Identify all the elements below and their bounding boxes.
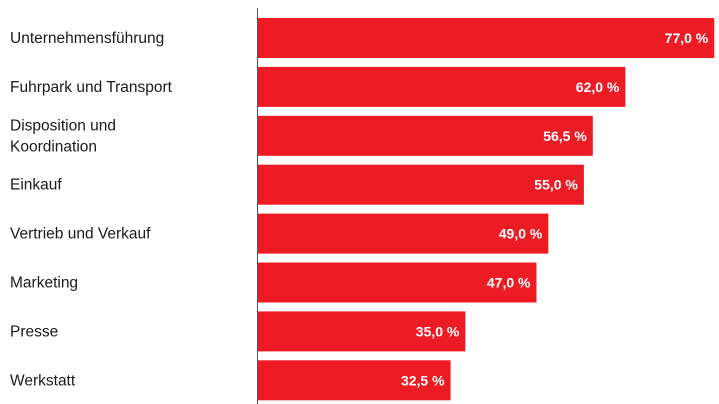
- bar: [258, 360, 451, 401]
- category-label-line: Koordination: [10, 138, 97, 155]
- category-label-line: Unternehmensführung: [10, 30, 164, 47]
- value-label: 55,0 %: [534, 177, 578, 193]
- category-label: Unternehmensführung: [10, 30, 164, 47]
- category-label-line: Einkauf: [10, 177, 62, 194]
- bars-group: [258, 18, 715, 401]
- value-label: 32,5 %: [401, 372, 445, 388]
- value-label: 62,0 %: [576, 79, 620, 95]
- value-label: 35,0 %: [416, 323, 460, 339]
- category-label-line: Presse: [10, 323, 58, 340]
- value-label: 47,0 %: [487, 275, 531, 291]
- value-label: 77,0 %: [665, 30, 709, 46]
- category-label: Marketing: [10, 275, 78, 292]
- bar: [258, 213, 549, 254]
- value-label: 56,5 %: [543, 128, 587, 144]
- category-label: Disposition und Koordination: [10, 117, 116, 155]
- category-label: Vertrieb und Verkauf: [10, 226, 151, 243]
- category-label-line: Werkstatt: [10, 372, 76, 389]
- category-label-line: Vertrieb und Verkauf: [10, 226, 151, 243]
- category-label-line: Fuhrpark und Transport: [10, 79, 173, 96]
- category-label: Presse: [10, 323, 58, 340]
- bar: [258, 311, 466, 352]
- category-label: Werkstatt: [10, 372, 76, 389]
- bar: [258, 115, 593, 156]
- bar: [258, 18, 715, 58]
- bar: [258, 164, 584, 205]
- category-label: Einkauf: [10, 177, 62, 194]
- category-label: Fuhrpark und Transport: [10, 79, 173, 96]
- category-label-line: Marketing: [10, 275, 78, 292]
- bar: [258, 262, 537, 303]
- category-labels-group: Unternehmensführung Fuhrpark und Transpor…: [10, 30, 173, 389]
- category-label-line: Disposition und: [10, 117, 116, 134]
- value-label: 49,0 %: [499, 226, 543, 242]
- value-labels-group: 77,0 % 62,0 % 56,5 % 55,0 % 49,0 % 47,0 % 35,0…: [401, 30, 709, 388]
- bar: [258, 66, 626, 107]
